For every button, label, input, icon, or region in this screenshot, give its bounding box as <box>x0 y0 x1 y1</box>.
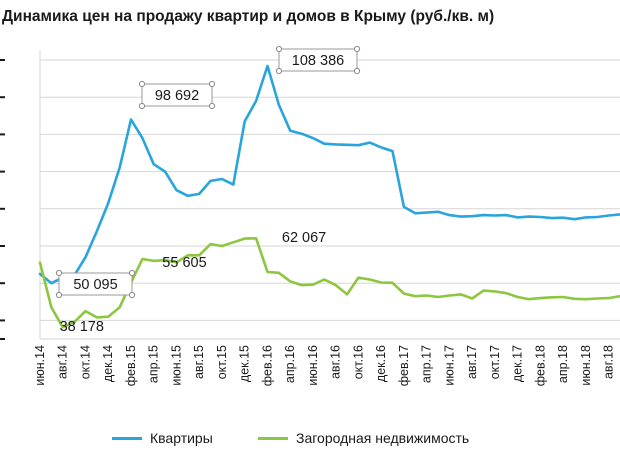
x-tick-label: июн.18 <box>579 345 593 386</box>
series-line-apartments <box>38 64 620 285</box>
legend-item-apartments: Квартиры <box>112 430 213 446</box>
x-tick-label: фев.17 <box>397 345 411 386</box>
x-tick-label: дек.16 <box>374 345 388 382</box>
x-tick-label: авг.16 <box>329 345 343 379</box>
x-tick-label: апр.17 <box>420 345 434 383</box>
data-label: 62 067 <box>282 230 326 246</box>
x-tick-label: фев.16 <box>261 345 275 386</box>
callout-handle <box>138 102 146 110</box>
line-chart: июн.14 авг.14 окт.14 дек.14 фев.15 апр.15 июн.… <box>0 45 620 386</box>
x-tick-label: фев.15 <box>124 345 138 386</box>
callout-handle <box>55 269 63 277</box>
data-label: 98 692 <box>155 88 199 104</box>
callout-handle <box>55 291 63 299</box>
x-tick-label: окт.14 <box>79 345 93 379</box>
gridlines <box>0 50 620 340</box>
callout-box <box>278 48 358 72</box>
callout-box <box>141 83 213 107</box>
series-line-country-property <box>38 237 620 329</box>
data-callouts: 108 386 98 692 50 095 38 178 55 605 62 067 <box>55 45 361 335</box>
x-tick-label: фев.18 <box>533 345 547 386</box>
legend-swatch-country-property <box>258 436 288 440</box>
callout-handle <box>208 102 216 110</box>
callout-box <box>58 272 133 296</box>
x-tick-label: июн.14 <box>33 345 47 386</box>
callout-handle <box>128 291 136 299</box>
x-axis-ticks: июн.14 авг.14 окт.14 дек.14 фев.15 апр.15 июн.… <box>33 345 616 386</box>
data-label: 108 386 <box>292 53 344 69</box>
legend-label-apartments: Квартиры <box>150 430 213 446</box>
x-tick-label: апр.16 <box>283 345 297 383</box>
x-tick-label: авг.15 <box>192 345 206 379</box>
legend-item-country-property: Загородная недвижимость <box>258 430 469 446</box>
data-label: 50 095 <box>73 277 117 293</box>
callout-handle <box>353 67 361 75</box>
series-lines <box>38 64 620 329</box>
x-tick-label: июн.16 <box>306 345 320 386</box>
x-tick-label: окт.15 <box>215 345 229 379</box>
callout-handle <box>353 45 361 53</box>
callout-handle <box>208 80 216 88</box>
legend-swatch-apartments <box>112 436 142 440</box>
callout-handle <box>275 67 283 75</box>
callout-handle <box>138 80 146 88</box>
x-tick-label: авг.14 <box>56 345 70 379</box>
data-label: 38 178 <box>60 319 104 335</box>
page-title: Динамика цен на продажу квартир и домов … <box>2 8 495 25</box>
x-tick-label: апр.18 <box>556 345 570 383</box>
x-tick-label: авг.18 <box>602 345 616 379</box>
callout-handle <box>128 269 136 277</box>
x-tick-label: дек.14 <box>101 345 115 382</box>
data-label: 55 605 <box>162 255 206 271</box>
callout-handle <box>275 45 283 53</box>
x-tick-label: дек.17 <box>511 345 525 382</box>
x-tick-label: окт.16 <box>351 345 365 379</box>
x-tick-label: авг.17 <box>465 345 479 379</box>
x-tick-label: дек.15 <box>238 345 252 382</box>
legend: Квартиры Загородная недвижимость <box>0 430 620 454</box>
x-tick-label: июн.15 <box>170 345 184 386</box>
x-tick-label: окт.17 <box>488 345 502 379</box>
legend-label-country-property: Загородная недвижимость <box>296 430 470 446</box>
x-tick-label: июн.17 <box>442 345 456 386</box>
x-tick-label: апр.15 <box>147 345 161 383</box>
